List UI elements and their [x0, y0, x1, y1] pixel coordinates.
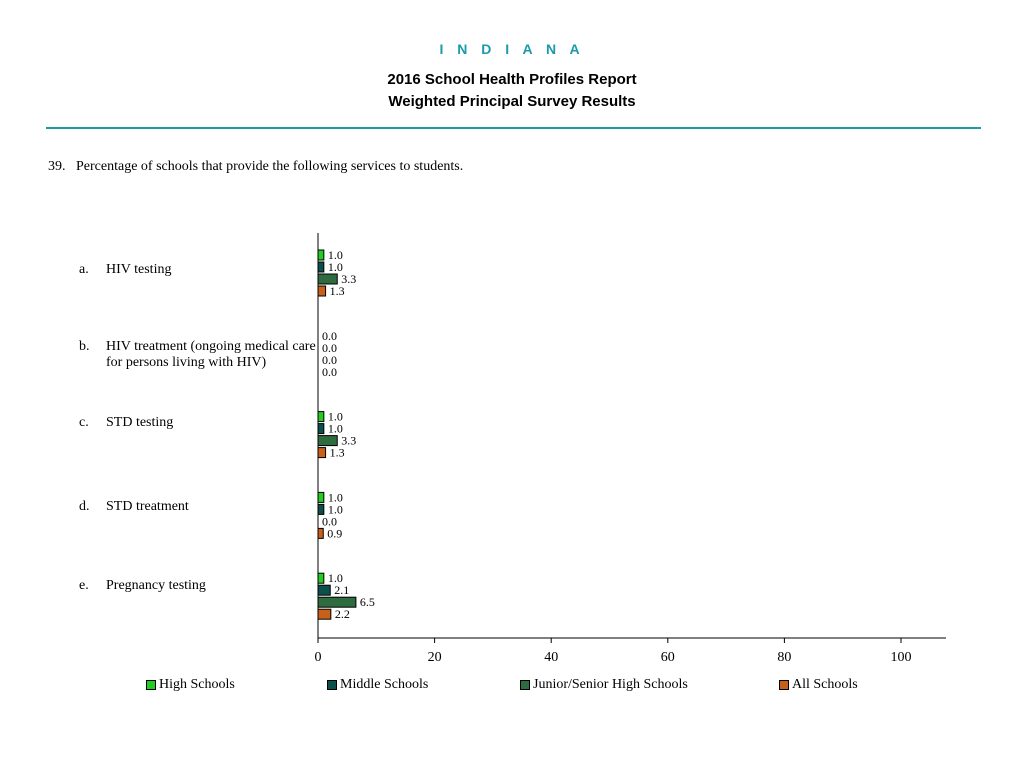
- bar-value-label: 1.0: [328, 571, 343, 585]
- legend-swatch: [779, 680, 789, 690]
- category-label-line: STD treatment: [106, 499, 189, 514]
- x-tick-label: 60: [661, 650, 675, 665]
- bar: [317, 411, 325, 423]
- category-letter: d.: [79, 499, 90, 514]
- bar-value-label: 2.1: [334, 583, 349, 597]
- bar-value-label: 1.0: [328, 422, 343, 436]
- category-label: STD testing: [106, 415, 321, 431]
- question: 39. Percentage of schools that provide th…: [48, 159, 463, 175]
- category-label: STD treatment: [106, 499, 321, 515]
- bar: [317, 285, 327, 297]
- bar: [317, 527, 324, 539]
- x-tick-label: 100: [891, 650, 912, 665]
- legend-swatch: [327, 680, 337, 690]
- bar-value-label: 0.0: [322, 353, 337, 367]
- report-title: 2016 School Health Profiles Report: [387, 71, 637, 88]
- bar-value-label: 1.0: [328, 260, 343, 274]
- bar: [317, 273, 338, 285]
- bar-value-label: 3.3: [341, 434, 356, 448]
- category-label-line: STD testing: [106, 415, 174, 430]
- bar-value-label: 1.0: [328, 502, 343, 516]
- bar-value-label: 1.0: [328, 490, 343, 504]
- legend-swatch: [146, 680, 156, 690]
- legend-label: All Schools: [792, 677, 858, 692]
- bar: [317, 584, 331, 596]
- bar: [317, 435, 338, 447]
- category-label: Pregnancy testing: [106, 578, 321, 594]
- bar-value-label: 2.2: [335, 607, 350, 621]
- category-label-line: HIV treatment (ongoing medical care: [106, 339, 316, 354]
- report-subtitle: Weighted Principal Survey Results: [388, 93, 636, 110]
- legend-label: High Schools: [159, 677, 235, 692]
- question-text: Percentage of schools that provide the f…: [76, 159, 464, 174]
- bar: [317, 491, 325, 503]
- bar: [317, 572, 325, 584]
- bar-value-label: 1.0: [328, 248, 343, 262]
- bar: [317, 423, 325, 435]
- category-label-line: for persons living with HIV): [106, 355, 267, 370]
- category-letter: c.: [79, 415, 89, 430]
- x-tick-label: 20: [428, 650, 442, 665]
- bar-value-label: 0.0: [322, 329, 337, 343]
- bar: [317, 608, 332, 620]
- category-label-line: HIV testing: [106, 262, 172, 277]
- bar-value-label: 1.3: [330, 446, 345, 460]
- bar: [317, 447, 327, 459]
- bar-value-label: 1.0: [328, 410, 343, 424]
- category-letter: a.: [79, 262, 89, 277]
- legend-label: Middle Schools: [340, 677, 429, 692]
- bar-value-label: 0.0: [322, 341, 337, 355]
- legend-swatch: [520, 680, 530, 690]
- question-number: 39.: [48, 159, 66, 174]
- category-label-line: Pregnancy testing: [106, 578, 206, 593]
- category-letter: b.: [79, 339, 90, 354]
- bar: [317, 261, 325, 273]
- x-tick-label: 40: [544, 650, 558, 665]
- bar: [317, 503, 325, 515]
- bar: [317, 249, 325, 261]
- category-label: HIV testing: [106, 262, 321, 278]
- header-divider: [46, 127, 981, 129]
- x-tick-label: 0: [315, 650, 322, 665]
- bar-value-label: 3.3: [341, 272, 356, 286]
- bar-value-label: 0.0: [322, 365, 337, 379]
- category-label: HIV treatment (ongoing medical care for p…: [106, 339, 321, 371]
- bar: [317, 596, 357, 608]
- bar-value-label: 1.3: [330, 284, 345, 298]
- category-letter: e.: [79, 578, 89, 593]
- x-tick-label: 80: [777, 650, 791, 665]
- bar-value-label: 6.5: [360, 595, 375, 609]
- bar-value-label: 0.0: [322, 514, 337, 528]
- state-name: I N D I A N A: [439, 41, 585, 57]
- legend-label: Junior/Senior High Schools: [533, 677, 688, 692]
- bar-value-label: 0.9: [327, 526, 342, 540]
